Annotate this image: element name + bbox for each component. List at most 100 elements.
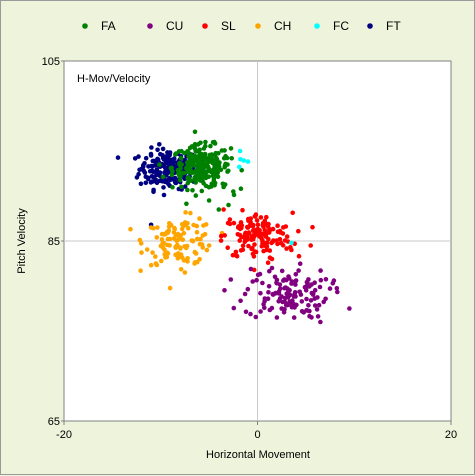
data-point xyxy=(197,216,202,221)
data-point xyxy=(167,285,173,291)
data-point xyxy=(238,298,243,304)
data-point xyxy=(296,228,301,234)
x-tick-label: -20 xyxy=(56,429,72,441)
data-point xyxy=(177,233,183,239)
legend-label-fa: FA xyxy=(101,19,116,33)
data-point xyxy=(226,202,231,208)
data-point xyxy=(248,220,253,225)
data-point xyxy=(283,285,288,290)
data-point xyxy=(176,171,181,177)
data-point xyxy=(248,311,253,317)
data-point xyxy=(250,279,255,284)
data-point xyxy=(228,146,234,151)
data-point xyxy=(153,163,158,168)
grid xyxy=(64,61,451,421)
data-point xyxy=(291,294,297,299)
data-point xyxy=(240,243,246,249)
data-point xyxy=(218,238,224,243)
series-fc xyxy=(237,148,294,246)
x-tick-label: 20 xyxy=(445,429,457,441)
data-point xyxy=(262,231,268,236)
data-point xyxy=(287,292,293,298)
legend-label-ch: CH xyxy=(274,19,291,33)
data-point xyxy=(209,152,214,157)
data-point xyxy=(214,172,220,177)
series-ch xyxy=(128,210,225,291)
data-point xyxy=(185,149,190,154)
data-point xyxy=(280,299,286,305)
data-point xyxy=(194,169,199,175)
data-point xyxy=(159,237,165,242)
data-point xyxy=(198,236,203,242)
data-point xyxy=(186,153,191,159)
data-point xyxy=(192,129,198,135)
data-point xyxy=(177,177,183,183)
data-point xyxy=(200,173,205,178)
data-point xyxy=(237,164,242,170)
data-point xyxy=(246,243,251,249)
data-point xyxy=(261,248,266,254)
legend-marker-cu xyxy=(147,23,153,29)
data-point xyxy=(289,247,294,253)
data-point xyxy=(250,233,256,239)
data-point xyxy=(173,244,178,250)
data-point xyxy=(191,222,196,228)
data-point xyxy=(179,226,185,232)
data-point xyxy=(115,155,121,160)
data-point xyxy=(312,287,318,293)
data-point xyxy=(169,172,175,178)
data-point xyxy=(161,240,167,246)
data-point xyxy=(141,163,146,168)
x-tick-label: 0 xyxy=(254,429,260,441)
data-point xyxy=(233,249,239,255)
data-point xyxy=(199,188,205,194)
data-point xyxy=(316,302,322,308)
data-point xyxy=(166,169,172,175)
data-point xyxy=(143,155,149,161)
data-point xyxy=(237,148,243,154)
data-point xyxy=(148,262,154,268)
data-point xyxy=(172,175,178,181)
data-point xyxy=(245,225,250,230)
data-point xyxy=(181,170,187,176)
data-point xyxy=(312,296,318,301)
data-point xyxy=(268,227,273,232)
data-point xyxy=(151,189,156,195)
data-point xyxy=(308,243,314,248)
data-point xyxy=(308,298,314,303)
data-point xyxy=(173,151,179,156)
data-point xyxy=(314,307,320,312)
data-point xyxy=(185,175,190,181)
data-point xyxy=(258,215,264,220)
data-point xyxy=(184,201,189,207)
data-point xyxy=(179,148,184,154)
data-point xyxy=(206,198,212,203)
data-point xyxy=(193,149,199,154)
data-point xyxy=(289,281,294,286)
data-point xyxy=(179,184,184,190)
data-point xyxy=(304,283,309,289)
data-point xyxy=(154,167,160,172)
data-point xyxy=(187,158,193,163)
data-point xyxy=(280,231,286,236)
data-point xyxy=(171,230,177,235)
data-point xyxy=(275,223,280,228)
data-point xyxy=(222,288,227,293)
data-point xyxy=(229,156,234,161)
x-axis-label: Horizontal Movement xyxy=(206,449,310,461)
legend-label-fc: FC xyxy=(333,19,349,33)
data-point xyxy=(219,148,225,153)
data-point xyxy=(315,314,321,319)
series-fa xyxy=(157,129,244,212)
data-point xyxy=(277,296,283,301)
data-point xyxy=(230,252,236,258)
data-point xyxy=(182,270,188,275)
data-point xyxy=(201,180,206,186)
data-point xyxy=(289,240,294,246)
data-point xyxy=(176,251,181,256)
data-point xyxy=(253,314,259,320)
legend-label-sl: SL xyxy=(221,19,236,33)
data-point xyxy=(182,184,188,189)
data-point xyxy=(257,271,263,277)
data-point xyxy=(157,162,162,167)
